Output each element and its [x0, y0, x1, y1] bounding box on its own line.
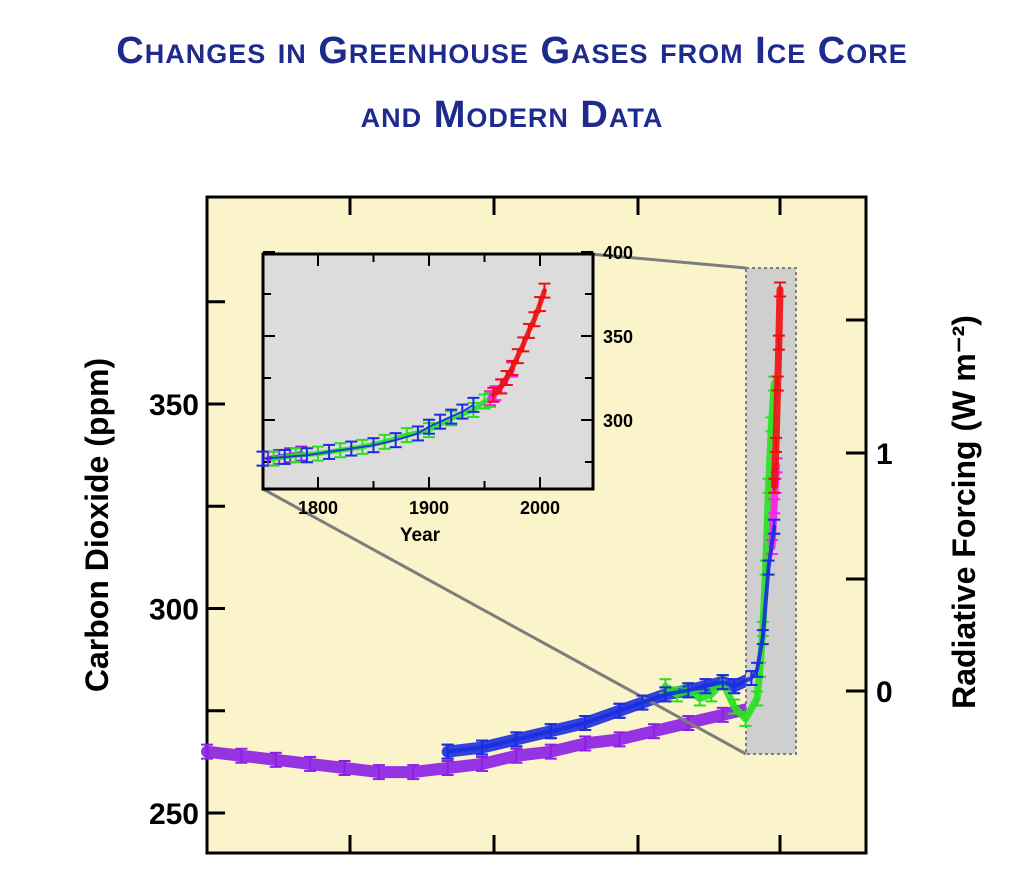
main-front-point-blue [682, 682, 695, 699]
y-axis-label-left: Carbon Dioxide (ppm) [79, 358, 115, 692]
main-front-point-blue [476, 739, 489, 756]
main-front-point-blue [716, 674, 729, 691]
main-front-point-blue [768, 518, 781, 535]
main-point-green [739, 710, 752, 727]
main-point-magenta [768, 498, 781, 515]
main-front-point-blue [756, 629, 769, 646]
y-right-tick-label: 1 [876, 438, 893, 471]
inset-point-blue [278, 448, 291, 465]
main-front-point-blue [745, 670, 758, 687]
inset-point-green [400, 427, 413, 444]
main-point-green [751, 690, 764, 707]
inset-point-blue [367, 437, 380, 454]
inset-point-blue [256, 450, 269, 467]
main-point-purple [304, 755, 317, 772]
main-point-green [670, 686, 683, 703]
inset-point-red [495, 378, 508, 395]
main-point-purple [579, 735, 592, 752]
inset-point-red [538, 282, 551, 299]
inset-point-blue [323, 443, 336, 460]
main-point-purple [235, 747, 248, 764]
main-point-purple [544, 743, 557, 760]
inset-point-blue [434, 413, 447, 430]
main-front-point-blue [441, 743, 454, 760]
main-point-red [768, 477, 781, 494]
main-point-purple [372, 764, 385, 781]
inset-x-tick-label: 2000 [520, 498, 560, 518]
main-front-point-blue [659, 686, 672, 703]
inset-y-tick-label: 350 [603, 327, 633, 347]
main-point-purple [407, 764, 420, 781]
main-point-red [772, 334, 785, 351]
zoom-connector-bottom [262, 487, 747, 756]
main-point-green [728, 698, 741, 715]
inset-point-blue [445, 408, 458, 425]
y-axis-label-right: Radiative Forcing (W m⁻²) [946, 315, 982, 709]
main-front-point-blue [544, 723, 557, 740]
y-tick-label: 350 [149, 389, 199, 422]
zoom-connector-top [589, 252, 747, 270]
main-point-purple [510, 747, 523, 764]
chart-title-line-1: Changes in Greenhouse Gases from Ice Cor… [116, 30, 908, 72]
main-front-point-blue [636, 694, 649, 711]
inset-point-blue [345, 440, 358, 457]
inset-point-red [500, 370, 513, 386]
inset-y-tick-label: 400 [603, 243, 633, 263]
inset-point-blue [411, 425, 424, 442]
main-point-purple [476, 755, 489, 772]
main-series-purple [201, 696, 786, 779]
inset-point-blue [456, 403, 469, 420]
main-front-point-blue [728, 678, 741, 695]
y-tick-label: 300 [149, 594, 199, 627]
main-point-purple [338, 760, 351, 777]
inset-y-tick-label: 300 [603, 411, 633, 431]
main-point-red [774, 281, 786, 298]
main-front-point-blue [613, 702, 626, 719]
inset-point-blue [423, 418, 435, 435]
main-point-purple [647, 723, 660, 740]
main-front-point-blue [510, 731, 523, 748]
main-point-red [769, 436, 782, 453]
main-point-purple [269, 751, 282, 768]
inset-x-tick-label: 1900 [409, 498, 449, 518]
main-point-red [771, 375, 784, 392]
main-point-purple [201, 743, 213, 760]
chart-title-line-2: and Modern Data [360, 94, 664, 136]
main-front-point-blue [699, 678, 712, 695]
inset-point-blue [467, 396, 480, 413]
inset-point-blue [300, 447, 313, 464]
inset-x-tick-label: 1800 [298, 498, 338, 518]
main-point-purple [613, 731, 626, 748]
y-right-tick-label: 0 [876, 676, 893, 709]
inset-point-red [487, 386, 500, 403]
inset-point-red [528, 311, 541, 328]
main-front-point-blue [762, 559, 775, 576]
main-point-purple [441, 760, 454, 777]
main-front-point-blue [579, 715, 592, 732]
y-tick-label: 250 [149, 798, 199, 831]
main-point-purple [716, 706, 729, 723]
main-front-point-blue [751, 661, 764, 678]
inset-x-axis-label: Year [400, 525, 441, 546]
inset-point-blue [389, 432, 402, 449]
